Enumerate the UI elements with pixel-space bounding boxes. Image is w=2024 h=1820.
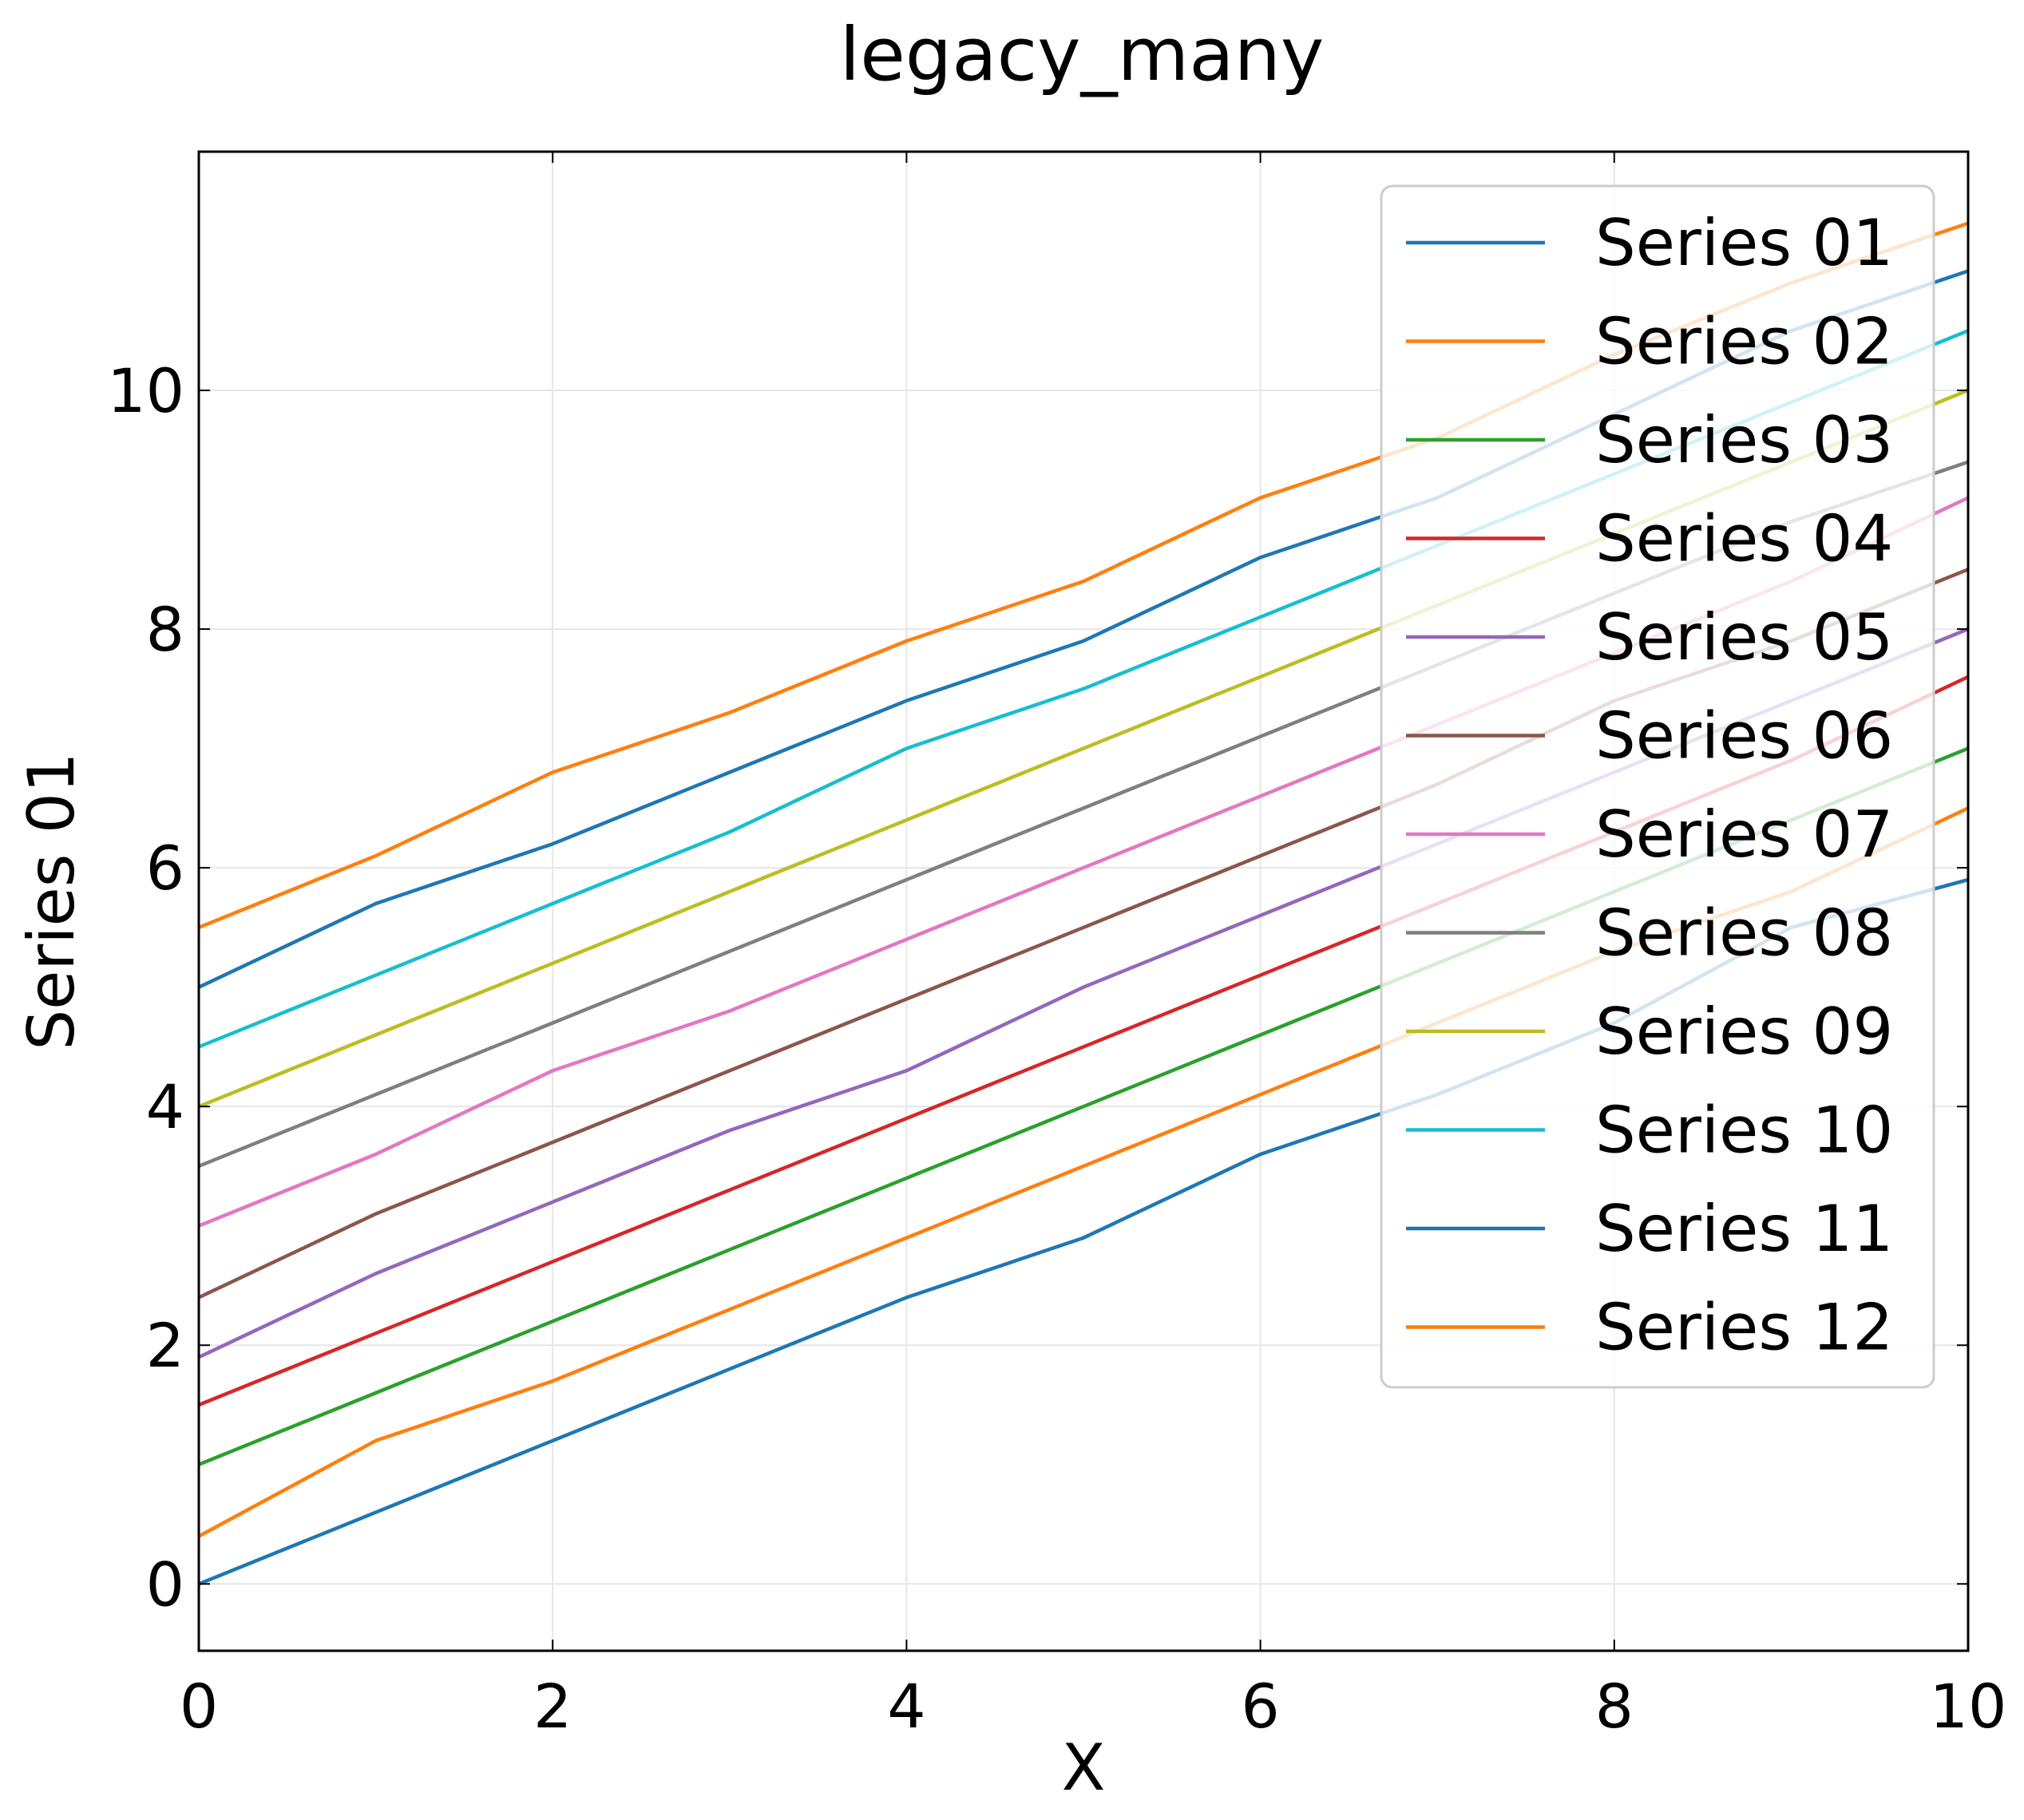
chart-title: legacy_many — [840, 12, 1325, 97]
y-tick-label: 2 — [146, 1310, 184, 1381]
x-axis-label: X — [1062, 1731, 1106, 1805]
legend-label: Series 07 — [1595, 797, 1893, 872]
legend-label: Series 10 — [1595, 1094, 1893, 1168]
legend-label: Series 08 — [1595, 896, 1893, 971]
x-tick-label: 8 — [1595, 1671, 1634, 1742]
x-tick-label: 10 — [1930, 1671, 2007, 1742]
y-tick-label: 0 — [146, 1549, 184, 1620]
legend-label: Series 03 — [1595, 403, 1893, 477]
legend-label: Series 02 — [1595, 305, 1893, 379]
legend-label: Series 01 — [1595, 206, 1893, 280]
legend-label: Series 11 — [1595, 1192, 1893, 1266]
legend: Series 01 Series 02 Series 03 Series 04 Seri… — [1380, 184, 1935, 1389]
legend-label: Series 12 — [1595, 1291, 1893, 1365]
tick-layer: 0 2 4 6 8 10 0 2 4 6 8 10 — [107, 152, 2006, 1742]
legend-label: Series 09 — [1595, 995, 1893, 1069]
legend-label: Series 05 — [1595, 600, 1893, 675]
y-tick-label: 10 — [107, 355, 184, 426]
y-tick-label: 6 — [146, 833, 184, 904]
x-tick-label: 2 — [533, 1671, 572, 1742]
legend-box — [1380, 184, 1935, 1389]
legend-label: Series 04 — [1595, 502, 1893, 576]
axes-frame — [197, 150, 1970, 1652]
legend-label: Series 06 — [1595, 699, 1893, 774]
x-tick-label: 6 — [1241, 1671, 1279, 1742]
x-tick-label: 0 — [180, 1671, 218, 1742]
y-tick-label: 4 — [146, 1071, 184, 1142]
y-tick-label: 8 — [146, 594, 184, 665]
y-axis-label: Series 01 — [14, 752, 89, 1050]
x-tick-label: 4 — [887, 1671, 925, 1742]
